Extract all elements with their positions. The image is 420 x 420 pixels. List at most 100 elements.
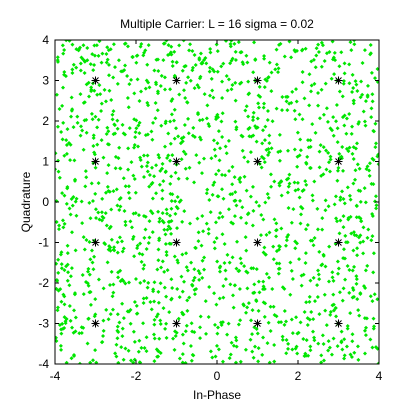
data-point [64,201,69,206]
data-point [133,190,138,195]
data-point [223,144,228,149]
constellation-point [253,238,262,247]
data-point [297,257,302,262]
data-point [80,221,85,226]
data-point [200,117,205,122]
data-point [371,157,376,162]
data-point [95,92,100,97]
data-point [350,286,355,291]
data-point [158,318,163,323]
data-point [316,91,321,96]
data-point [250,223,255,228]
data-point [134,311,139,316]
data-point [279,226,284,231]
data-point [89,87,94,92]
data-point [312,299,317,304]
data-point [92,254,97,259]
data-point [336,266,341,271]
data-point [324,148,329,153]
data-point [72,178,77,183]
data-point [375,67,379,72]
data-point [170,97,175,102]
data-point [86,266,91,271]
data-point [260,141,265,146]
data-point [220,187,225,192]
data-point [341,78,346,83]
data-point [370,214,375,219]
data-point [326,279,331,284]
data-point [74,65,79,70]
data-point [342,61,347,66]
data-point [319,360,324,364]
data-point [91,267,96,272]
data-point [111,75,116,80]
data-point [270,119,275,124]
data-point [312,81,317,86]
data-point [240,148,245,153]
data-point [310,198,315,203]
data-point [123,223,128,228]
data-point [298,221,303,226]
data-point [155,89,160,94]
data-point [106,73,111,78]
constellation-point [334,76,343,85]
data-point [207,69,212,74]
data-point [295,154,300,159]
data-point [207,198,212,203]
data-point [204,331,209,336]
data-point [108,248,113,253]
data-point [78,133,83,138]
data-point [266,75,271,80]
data-point [97,83,102,88]
data-point [149,182,154,187]
data-point [251,115,256,120]
data-point [299,212,304,217]
data-point [340,115,345,120]
data-point [338,218,343,223]
data-point [238,256,243,261]
data-point [277,158,282,163]
data-point [106,62,111,67]
data-point [345,185,350,190]
data-point [300,117,305,122]
data-point [170,64,175,69]
data-point [355,344,360,349]
data-point [197,57,202,62]
data-point [141,266,146,271]
data-point [120,301,125,306]
data-point [252,290,257,295]
data-point [244,53,249,58]
data-point [148,209,153,214]
data-point [361,225,366,230]
data-point [276,149,281,154]
data-point [326,348,331,353]
data-point [55,59,60,64]
data-point [266,152,271,157]
data-point [170,59,175,64]
data-point [81,235,86,240]
constellation-point [91,157,100,166]
data-point [284,99,289,104]
data-point [246,79,251,84]
data-point [361,284,366,289]
data-point [144,295,149,300]
constellation-point [334,157,343,166]
data-point [143,133,148,138]
data-point [323,264,328,269]
data-point [111,132,116,137]
data-point [216,168,221,173]
data-point [233,119,238,124]
data-point [337,89,342,94]
data-point [358,199,363,204]
data-point [317,312,322,317]
data-point [257,290,262,295]
data-point [336,271,341,276]
data-point [136,144,141,149]
data-point [212,147,217,152]
data-point [306,353,311,358]
data-point [282,322,287,327]
data-point [271,257,276,262]
data-point [335,259,340,264]
data-point [132,142,137,147]
data-point [169,52,174,57]
